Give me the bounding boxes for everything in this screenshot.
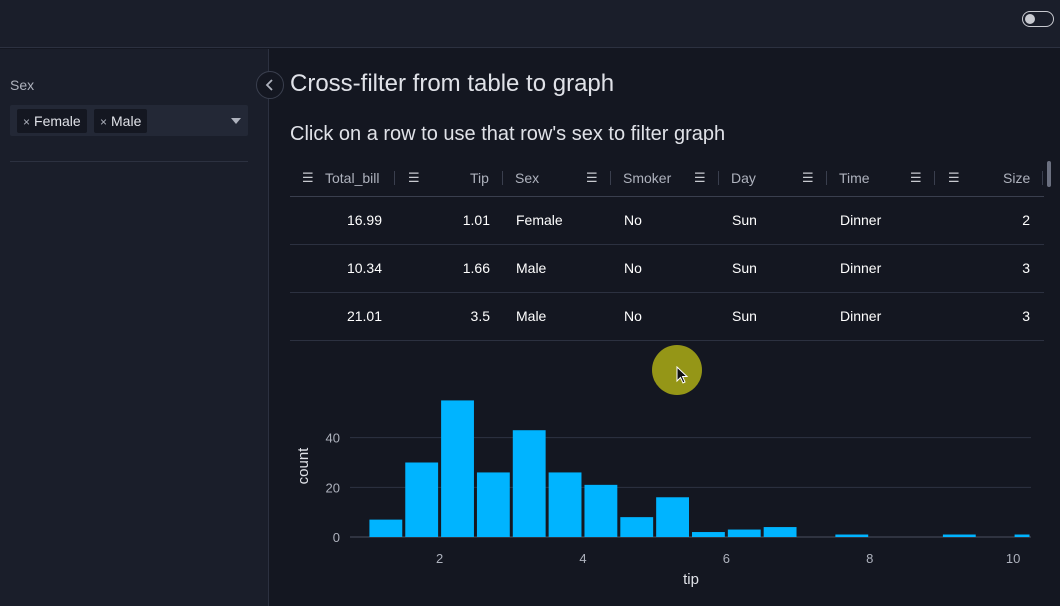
cell-smoker: No	[624, 260, 642, 276]
column-divider[interactable]	[394, 171, 395, 185]
column-divider[interactable]	[610, 171, 611, 185]
histogram-bar	[620, 517, 654, 537]
page-title: Cross-filter from table to graph	[290, 70, 615, 97]
column-divider[interactable]	[718, 171, 719, 185]
x-tick-label: 2	[436, 551, 443, 566]
histogram-bar	[369, 519, 403, 537]
remove-chip-icon[interactable]: ×	[23, 115, 31, 129]
table-row[interactable]: 16.99 1.01 Female No Sun Dinner 2	[290, 197, 1044, 245]
cell-size: 3	[1022, 260, 1030, 276]
x-tick-label: 10	[1006, 551, 1020, 566]
cell-total-bill: 16.99	[346, 212, 382, 228]
histogram-bar	[405, 462, 439, 537]
y-tick-label: 0	[333, 530, 340, 545]
cell-tip: 3.5	[470, 308, 490, 324]
y-axis-label: count	[295, 447, 312, 485]
table-scrollbar[interactable]	[1047, 161, 1051, 187]
column-header-size[interactable]: Size	[1003, 170, 1031, 186]
data-table: ☰ Total_bill ☰ Tip Sex ☰ Smoker ☰ Day ☰ …	[290, 160, 1044, 341]
chip-female[interactable]: × Female	[17, 109, 87, 133]
cell-smoker: No	[624, 212, 642, 228]
x-axis-label: tip	[683, 571, 699, 588]
column-divider[interactable]	[502, 171, 503, 185]
remove-chip-icon[interactable]: ×	[100, 115, 108, 129]
filter-icon[interactable]: ☰	[948, 170, 960, 185]
histogram-bar	[835, 534, 869, 537]
histogram-bar	[942, 534, 976, 537]
y-tick-label: 20	[326, 480, 340, 495]
column-divider[interactable]	[826, 171, 827, 185]
column-header-smoker[interactable]: Smoker	[623, 170, 672, 186]
x-tick-label: 4	[579, 551, 586, 566]
table-header: ☰ Total_bill ☰ Tip Sex ☰ Smoker ☰ Day ☰ …	[290, 160, 1044, 197]
table-row[interactable]: 10.34 1.66 Male No Sun Dinner 3	[290, 245, 1044, 293]
filter-icon[interactable]: ☰	[302, 170, 314, 185]
theme-toggle[interactable]	[1022, 11, 1054, 27]
chevron-left-icon	[265, 79, 273, 91]
chevron-down-icon[interactable]	[231, 118, 241, 124]
chip-label: Male	[111, 113, 142, 129]
column-header-total-bill[interactable]: Total_bill	[325, 170, 380, 186]
cell-size: 3	[1022, 308, 1030, 324]
column-header-tip[interactable]: Tip	[470, 170, 489, 186]
sidebar-divider	[10, 161, 248, 162]
histogram-bar	[548, 472, 582, 537]
filter-icon[interactable]: ☰	[802, 170, 814, 185]
filter-label: Sex	[10, 77, 35, 93]
cell-time: Dinner	[840, 260, 882, 276]
cell-sex: Male	[516, 308, 547, 324]
histogram-bar	[512, 430, 546, 537]
sidebar: Sex × Female × Male	[0, 49, 269, 606]
histogram-bar	[1014, 534, 1030, 537]
cell-total-bill: 21.01	[346, 308, 382, 324]
x-tick-label: 6	[723, 551, 730, 566]
table-row[interactable]: 21.01 3.5 Male No Sun Dinner 3	[290, 293, 1044, 341]
cell-day: Sun	[732, 308, 757, 324]
filter-icon[interactable]: ☰	[408, 170, 420, 185]
histogram-bar	[727, 529, 761, 537]
histogram-bar	[584, 484, 618, 537]
tip-histogram: 0 20 40 2 4 6 8 10 tip count	[295, 400, 1031, 588]
toggle-knob	[1025, 13, 1035, 24]
filter-icon[interactable]: ☰	[910, 170, 922, 185]
chip-male[interactable]: × Male	[94, 109, 148, 133]
y-tick-label: 40	[326, 431, 340, 446]
cell-sex: Male	[516, 260, 547, 276]
chart-ticks: 0 20 40 2 4 6 8 10	[326, 431, 1021, 566]
column-header-day[interactable]: Day	[731, 170, 756, 186]
x-tick-label: 8	[866, 551, 873, 566]
histogram-bar	[692, 532, 725, 537]
histogram-bar	[476, 472, 510, 537]
chip-label: Female	[34, 113, 81, 129]
cell-time: Dinner	[840, 212, 882, 228]
cell-sex: Female	[516, 212, 563, 228]
chart-bars	[369, 400, 1030, 537]
sex-multiselect[interactable]: × Female × Male	[10, 105, 248, 136]
mouse-pointer-icon	[676, 366, 689, 384]
histogram-bar	[656, 497, 689, 537]
column-header-time[interactable]: Time	[839, 170, 870, 186]
filter-icon[interactable]: ☰	[586, 170, 598, 185]
filter-icon[interactable]: ☰	[694, 170, 706, 185]
column-divider[interactable]	[1042, 171, 1043, 185]
column-header-sex[interactable]: Sex	[515, 170, 540, 186]
column-divider[interactable]	[934, 171, 935, 185]
page-subtitle: Click on a row to use that row's sex to …	[290, 123, 726, 145]
top-bar	[0, 0, 1060, 48]
histogram-bar	[441, 400, 474, 537]
cell-tip: 1.66	[462, 260, 490, 276]
cell-smoker: No	[624, 308, 642, 324]
cell-day: Sun	[732, 212, 757, 228]
cell-tip: 1.01	[462, 212, 490, 228]
histogram-bar	[763, 527, 797, 537]
cell-total-bill: 10.34	[346, 260, 382, 276]
cell-day: Sun	[732, 260, 757, 276]
collapse-sidebar-button[interactable]	[256, 71, 284, 99]
cell-size: 2	[1022, 212, 1030, 228]
cell-time: Dinner	[840, 308, 882, 324]
